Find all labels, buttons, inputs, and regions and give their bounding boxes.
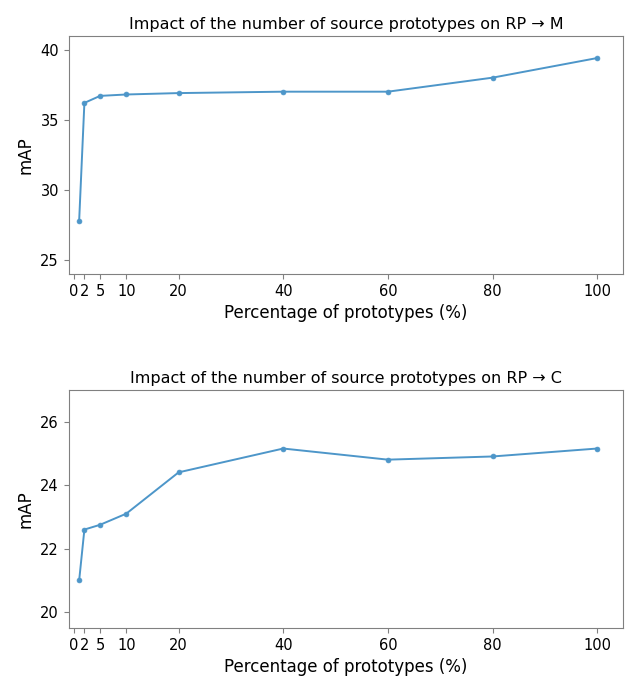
Title: Impact of the number of source prototypes on RP → M: Impact of the number of source prototype…: [129, 17, 563, 32]
Y-axis label: mAP: mAP: [17, 136, 35, 174]
Title: Impact of the number of source prototypes on RP → C: Impact of the number of source prototype…: [130, 371, 562, 386]
Y-axis label: mAP: mAP: [17, 490, 35, 528]
X-axis label: Percentage of prototypes (%): Percentage of prototypes (%): [225, 304, 468, 322]
X-axis label: Percentage of prototypes (%): Percentage of prototypes (%): [225, 658, 468, 676]
